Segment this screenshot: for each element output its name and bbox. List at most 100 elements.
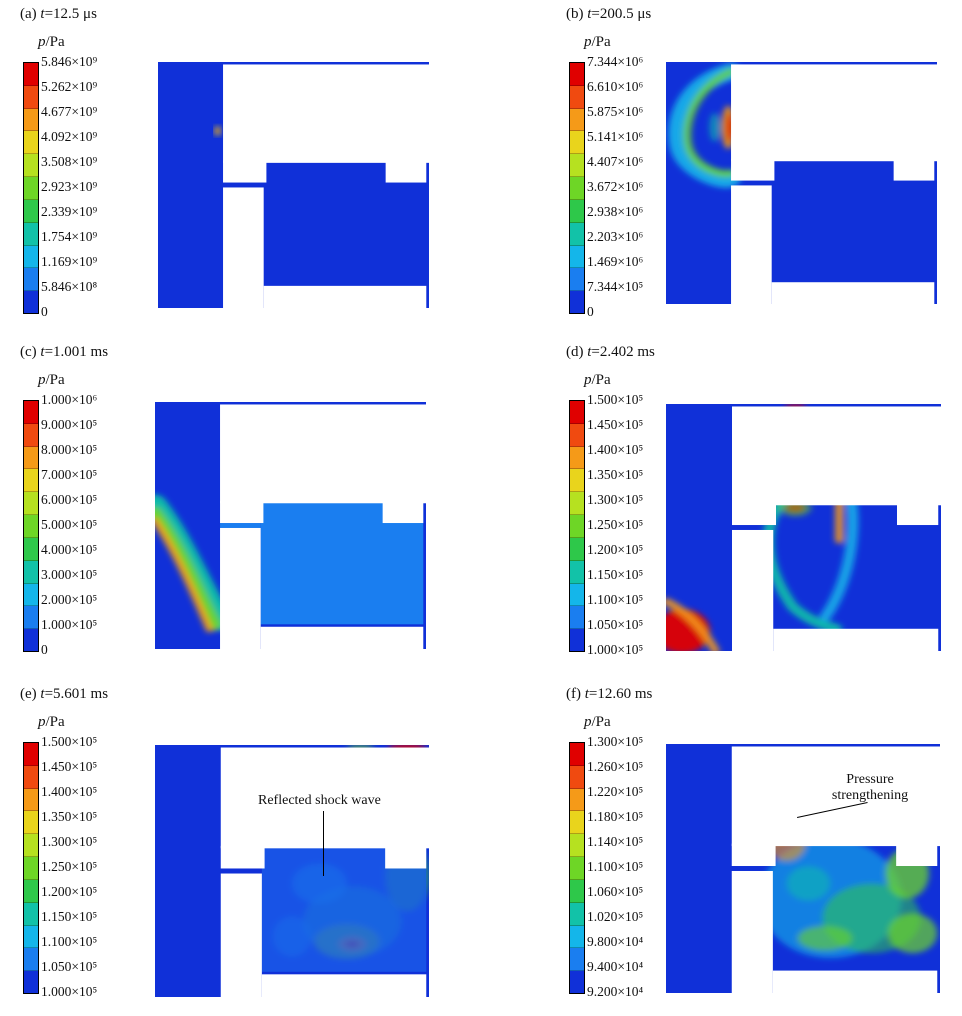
pressure-contour-plot bbox=[666, 404, 941, 651]
colorbar-segment bbox=[24, 154, 38, 178]
colorbar-segment bbox=[570, 948, 584, 972]
colorbar-variable: p bbox=[584, 372, 592, 388]
colorbar-segment bbox=[570, 560, 584, 584]
colorbar-label: 4.407×10⁶ bbox=[587, 154, 644, 169]
pressure-spot bbox=[709, 112, 721, 142]
solid-structure bbox=[732, 502, 776, 526]
colorbar-label: 7.344×10⁶ bbox=[587, 54, 644, 69]
colorbar-label: 1.300×10⁵ bbox=[587, 492, 644, 507]
annotation-label: Reflected shock wave bbox=[258, 793, 381, 808]
solid-structure bbox=[897, 502, 939, 526]
colorbar-label: 9.800×10⁴ bbox=[587, 934, 644, 949]
panel-b: (b) t=200.5 μs p/Pa 7.344×10⁶ 6.610×10⁶ 5.87… bbox=[566, 6, 962, 336]
time-value: =200.5 μs bbox=[591, 6, 652, 22]
colorbar bbox=[569, 742, 585, 994]
colorbar-label: 0 bbox=[41, 642, 48, 657]
time-variable: t bbox=[40, 686, 45, 702]
time-value: =1.001 ms bbox=[44, 344, 109, 360]
solid-structure bbox=[731, 843, 776, 867]
pressure-spot bbox=[215, 128, 220, 134]
colorbar-segment bbox=[24, 879, 38, 903]
colorbar-segment bbox=[570, 423, 584, 447]
panel-label: (c) bbox=[20, 344, 37, 360]
colorbar-segment bbox=[24, 765, 38, 789]
panel-f: (f) t=12.60 ms p/Pa 1.300×10⁵ 1.260×10⁵ 1.22… bbox=[566, 686, 962, 1016]
colorbar-label: 1.050×10⁵ bbox=[41, 959, 98, 974]
colorbar-segment bbox=[24, 788, 38, 812]
colorbar-label: 6.610×10⁶ bbox=[587, 79, 644, 94]
colorbar-unit: /Pa bbox=[45, 34, 65, 50]
colorbar-variable: p bbox=[584, 714, 592, 730]
colorbar-segment bbox=[24, 834, 38, 858]
pressure-region bbox=[220, 523, 261, 528]
annotation-label: Pressure strengthening bbox=[831, 772, 909, 803]
colorbar-label: 5.875×10⁶ bbox=[587, 104, 644, 119]
colorbar-segment bbox=[24, 423, 38, 447]
colorbar-label: 0 bbox=[587, 304, 594, 319]
pressure-contour-plot bbox=[666, 744, 940, 993]
solid-structure bbox=[220, 500, 264, 524]
colorbar-segment bbox=[570, 199, 584, 223]
pressure-contour-plot bbox=[158, 62, 429, 308]
colorbar-title: p/Pa bbox=[38, 34, 65, 51]
colorbar-segment bbox=[570, 925, 584, 949]
colorbar-label: 1.250×10⁵ bbox=[587, 517, 644, 532]
time-variable: t bbox=[587, 6, 592, 22]
colorbar-segment bbox=[570, 446, 584, 470]
panel-label: (e) bbox=[20, 686, 37, 702]
solid-structure bbox=[732, 529, 774, 651]
solid-structure bbox=[893, 158, 935, 181]
solid-structure bbox=[731, 746, 940, 847]
pressure-front bbox=[666, 597, 720, 651]
panel-a: (a) t=12.5 μs p/Pa 5.846×10⁹ 5.262×10⁹ 4.677… bbox=[20, 6, 490, 336]
solid-structure bbox=[773, 628, 939, 651]
solid-structure bbox=[731, 64, 937, 162]
colorbar-segment bbox=[24, 925, 38, 949]
colorbar-variable: p bbox=[38, 714, 46, 730]
pressure-contour-plot bbox=[155, 745, 429, 997]
colorbar-label: 1.400×10⁵ bbox=[41, 784, 98, 799]
colorbar-segment bbox=[570, 537, 584, 561]
colorbar-segment bbox=[24, 857, 38, 880]
time-variable: t bbox=[40, 6, 45, 22]
colorbar-segment bbox=[570, 492, 584, 516]
colorbar-label: 1.220×10⁵ bbox=[587, 784, 644, 799]
colorbar-label: 1.000×10⁵ bbox=[41, 617, 98, 632]
colorbar-label: 1.050×10⁵ bbox=[587, 617, 644, 632]
pressure-contour-plot bbox=[155, 402, 426, 649]
solid-structure bbox=[220, 747, 429, 849]
solid-structure bbox=[771, 282, 935, 304]
solid-structure bbox=[223, 64, 429, 163]
panel-d: (d) t=2.402 ms p/Pa 1.500×10⁵ 1.450×10⁵ 1.40… bbox=[566, 344, 962, 674]
pressure-spot bbox=[666, 609, 710, 651]
pressure-contour-plot bbox=[666, 62, 937, 304]
colorbar-label: 4.000×10⁵ bbox=[41, 542, 98, 557]
colorbar-segment bbox=[24, 743, 38, 766]
colorbar-segment bbox=[570, 629, 584, 651]
pressure-front bbox=[683, 68, 736, 178]
pressure-front bbox=[155, 506, 222, 631]
colorbar-label: 7.000×10⁵ bbox=[41, 467, 98, 482]
colorbar-label: 1.300×10⁵ bbox=[41, 834, 98, 849]
colorbar-segment bbox=[24, 811, 38, 835]
colorbar-label: 1.450×10⁵ bbox=[587, 417, 644, 432]
colorbar-segment bbox=[570, 154, 584, 178]
time-value: =12.5 μs bbox=[44, 6, 97, 22]
panel-title: (d) t=2.402 ms bbox=[566, 344, 655, 361]
colorbar-label: 1.100×10⁵ bbox=[587, 859, 644, 874]
colorbar-label: 1.450×10⁵ bbox=[41, 759, 98, 774]
pressure-spot bbox=[797, 925, 853, 951]
solid-structure bbox=[223, 160, 267, 183]
colorbar-label: 1.100×10⁵ bbox=[587, 592, 644, 607]
colorbar-unit: /Pa bbox=[45, 714, 65, 730]
time-variable: t bbox=[584, 686, 589, 702]
solid-structure bbox=[223, 187, 264, 308]
colorbar-label: 1.000×10⁵ bbox=[41, 984, 98, 999]
colorbar-label: 1.150×10⁵ bbox=[41, 909, 98, 924]
colorbar bbox=[569, 62, 585, 314]
colorbar-segment bbox=[570, 765, 584, 789]
solid-structure bbox=[731, 185, 772, 304]
colorbar-segment bbox=[24, 492, 38, 516]
colorbar-segment bbox=[570, 515, 584, 538]
colorbar-label: 1.100×10⁵ bbox=[41, 934, 98, 949]
